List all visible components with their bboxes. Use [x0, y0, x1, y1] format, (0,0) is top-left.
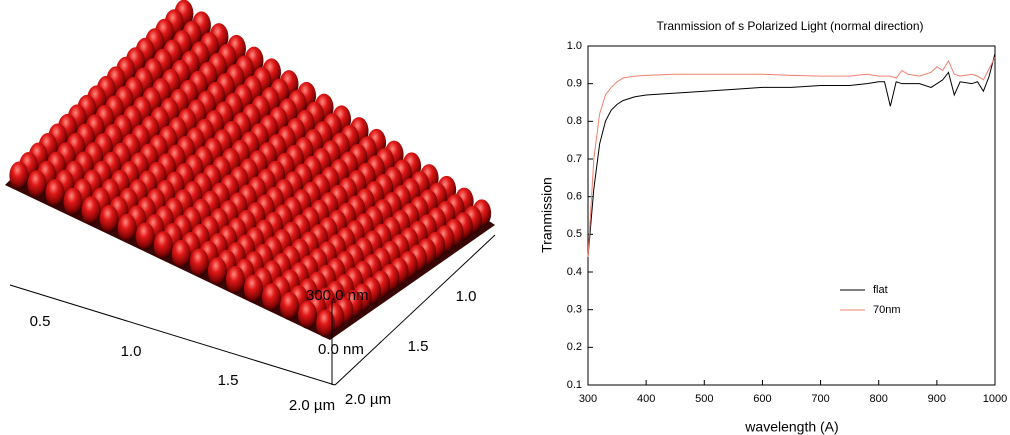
y-axis-label: Tranmission — [539, 177, 555, 253]
x-tick-label: 1.5 — [218, 372, 239, 389]
x-tick-label: 500 — [695, 393, 713, 405]
surface-bump — [27, 170, 47, 199]
surface-bump — [99, 205, 119, 234]
x-tick-label: 900 — [928, 393, 946, 405]
surface — [9, 0, 492, 338]
y-tick-label: 0.3 — [567, 304, 582, 316]
x-tick-label: 0.5 — [30, 313, 51, 330]
y-tick-label: 0.5 — [567, 228, 582, 240]
surface-bump — [225, 265, 245, 294]
z-tick-label: 0.0 nm — [318, 341, 364, 358]
series-line — [587, 53, 996, 257]
surface-bump — [207, 257, 227, 286]
y-tick-label: 0.8 — [567, 115, 582, 127]
surface-bump — [171, 239, 191, 268]
x-tick-label: 700 — [811, 393, 829, 405]
x-tick-label: 2.0 µm — [289, 397, 335, 414]
y-tick-label: 0.2 — [567, 341, 582, 353]
surface-bump — [9, 161, 29, 190]
y-tick-label: 0.9 — [567, 78, 582, 90]
surface-bump — [63, 187, 83, 216]
x-tick-label: 600 — [753, 393, 771, 405]
y-axis — [334, 234, 496, 386]
afm-image: 0.5 1.0 1.5 2.0 µm 1.0 1.5 2.0 µm 300.0 … — [5, 0, 496, 414]
y-tick-label: 0.7 — [567, 153, 582, 165]
surface-bump — [279, 292, 299, 321]
x-tick-label: 800 — [870, 393, 888, 405]
y-tick-label: 1.0 — [567, 40, 582, 52]
x-tick-label: 1.0 — [121, 343, 142, 360]
y-tick-label: 1.0 — [456, 288, 477, 305]
x-tick-label: 300 — [579, 393, 597, 405]
y-tick-label: 0.6 — [567, 191, 582, 203]
legend-label: flat — [873, 284, 888, 296]
chart: Tranmission of s Polarized Light (normal… — [539, 19, 1008, 435]
plot-frame — [587, 45, 996, 386]
surface-bump — [298, 300, 318, 329]
x-axis — [9, 284, 336, 386]
x-tick-label: 1000 — [983, 393, 1007, 405]
surface-bump — [135, 222, 155, 251]
y-tick-label: 2.0 µm — [345, 391, 391, 408]
surface-bump — [243, 274, 263, 303]
surface-bump — [316, 309, 336, 338]
surface-bump — [117, 213, 137, 242]
surface-bump — [81, 196, 101, 225]
y-tick-label: 0.4 — [567, 266, 582, 278]
legend-label: 70nm — [873, 304, 901, 316]
chart-title: Tranmission of s Polarized Light (normal… — [657, 19, 924, 33]
y-tick-label: 1.5 — [408, 338, 429, 355]
surface-bump — [153, 231, 173, 260]
y-tick-label: 0.1 — [567, 379, 582, 391]
z-tick-label: 300.0 nm — [306, 287, 369, 304]
series-line — [587, 57, 996, 257]
surface-bump — [261, 283, 281, 312]
x-axis-label: wavelength (A) — [744, 419, 838, 435]
surface-bump — [189, 248, 209, 277]
x-tick-label: 400 — [637, 393, 655, 405]
surface-bump — [45, 178, 65, 207]
